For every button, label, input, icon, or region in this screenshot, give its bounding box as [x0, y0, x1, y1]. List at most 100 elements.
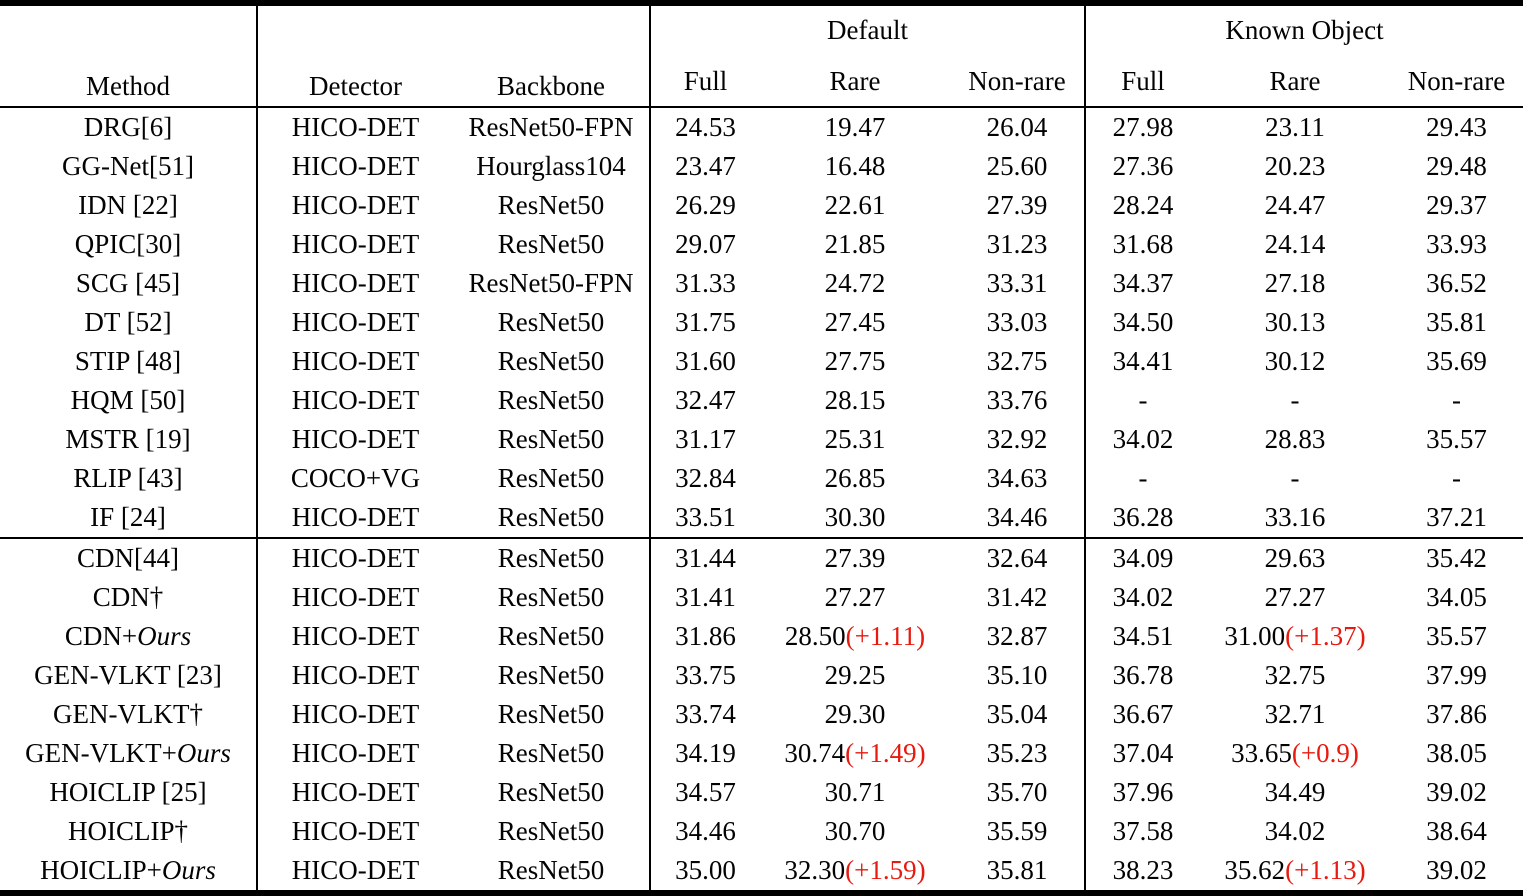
known-rare-cell: 35.62(+1.13) — [1224, 855, 1366, 885]
table-row: DT [52] HICO-DET ResNet50 31.75 27.45 33.03 34… — [0, 303, 1523, 342]
default-full-cell: 31.44 — [649, 538, 760, 578]
known-rare-cell: 28.83 — [1264, 424, 1326, 454]
default-full-cell: 31.60 — [649, 342, 760, 381]
default-nonrare-cell: 32.75 — [986, 346, 1048, 376]
default-full-cell: 31.33 — [649, 264, 760, 303]
known-full-cell: - — [1084, 381, 1200, 420]
detector-cell: HICO-DET — [256, 773, 453, 812]
method-cell: QPIC[30] — [74, 229, 182, 259]
backbone-cell: Hourglass104 — [476, 151, 626, 181]
ours-label: Ours — [137, 621, 192, 651]
backbone-cell: ResNet50 — [497, 229, 605, 259]
backbone-cell: ResNet50 — [497, 424, 605, 454]
detector-cell: HICO-DET — [256, 498, 453, 538]
default-nonrare-cell: 27.39 — [986, 190, 1048, 220]
detector-cell: HICO-DET — [256, 225, 453, 264]
col-group-known-object: Known Object — [1083, 3, 1523, 50]
table-row: GEN-VLKT [23] HICO-DET ResNet50 33.75 29.25 3… — [0, 656, 1523, 695]
backbone-cell: ResNet50 — [497, 190, 605, 220]
known-nonrare-cell: 39.02 — [1426, 855, 1487, 885]
detector-cell: HICO-DET — [256, 381, 453, 420]
known-nonrare-cell: 37.86 — [1426, 699, 1487, 729]
table-row: IF [24] HICO-DET ResNet50 33.51 30.30 34.46 36… — [0, 498, 1523, 538]
method-cell: GEN-VLKT† — [53, 699, 203, 729]
detector-cell: HICO-DET — [256, 186, 453, 225]
known-full-cell: 31.68 — [1084, 225, 1200, 264]
default-full-cell: 29.07 — [649, 225, 760, 264]
table-row: CDN[44] HICO-DET ResNet50 31.44 27.39 32.64 34… — [0, 538, 1523, 578]
known-rare-cell: 33.16 — [1264, 502, 1326, 532]
method-cell: DT [52] — [84, 307, 172, 337]
header-sub-row: Full Rare Non-rare Full Rare Non-rare — [0, 50, 1523, 107]
known-nonrare-cell: 29.43 — [1426, 112, 1487, 142]
backbone-cell: ResNet50 — [497, 816, 605, 846]
backbone-cell: ResNet50 — [497, 621, 605, 651]
method-cell: IF [24] — [90, 502, 166, 532]
table-row: STIP [48] HICO-DET ResNet50 31.60 27.75 32.75… — [0, 342, 1523, 381]
known-rare-cell: 24.14 — [1264, 229, 1326, 259]
known-nonrare-cell: 35.57 — [1426, 424, 1487, 454]
col-header-known-rare: Rare — [1269, 66, 1321, 96]
known-nonrare-cell: 39.02 — [1426, 777, 1487, 807]
col-header-detector: Detector — [256, 3, 453, 107]
method-cell: GG-Net[51] — [62, 151, 194, 181]
detector-cell: HICO-DET — [256, 264, 453, 303]
table-row: HOICLIP+Ours HICO-DET ResNet50 35.00 32.30(+… — [0, 851, 1523, 893]
known-rare-cell: 31.00(+1.37) — [1224, 621, 1366, 651]
default-full-cell: 33.75 — [649, 656, 760, 695]
method-cell: HOICLIP+Ours — [40, 855, 216, 885]
detector-cell: HICO-DET — [256, 734, 453, 773]
known-full-cell: 34.02 — [1084, 578, 1200, 617]
method-cell: SCG [45] — [75, 268, 181, 298]
detector-cell: HICO-DET — [256, 538, 453, 578]
default-rare-cell: 27.45 — [824, 307, 886, 337]
known-nonrare-cell: 34.05 — [1426, 582, 1487, 612]
detector-cell: HICO-DET — [256, 342, 453, 381]
default-nonrare-cell: 26.04 — [986, 112, 1048, 142]
table-row: HQM [50] HICO-DET ResNet50 32.47 28.15 33.76 -… — [0, 381, 1523, 420]
table-row: RLIP [43] COCO+VG ResNet50 32.84 26.85 34.63 -… — [0, 459, 1523, 498]
known-nonrare-cell: 35.42 — [1426, 543, 1487, 573]
improvement-delta: (+0.9) — [1291, 738, 1359, 768]
table-row: CDN+Ours HICO-DET ResNet50 31.86 28.50(+1.11… — [0, 617, 1523, 656]
table-row: CDN† HICO-DET ResNet50 31.41 27.27 31.42 34.02… — [0, 578, 1523, 617]
detector-cell: HICO-DET — [256, 107, 453, 147]
known-full-cell: 27.98 — [1084, 107, 1200, 147]
default-rare-cell: 27.39 — [824, 543, 886, 573]
table-row: HOICLIP [25] HICO-DET ResNet50 34.57 30.71 35… — [0, 773, 1523, 812]
known-rare-cell: 32.75 — [1264, 660, 1326, 690]
method-cell: MSTR [19] — [65, 424, 191, 454]
default-rare-cell: 19.47 — [824, 112, 886, 142]
default-full-cell: 23.47 — [649, 147, 760, 186]
default-full-cell: 34.57 — [649, 773, 760, 812]
known-nonrare-cell: 35.69 — [1426, 346, 1487, 376]
default-rare-cell: 27.75 — [824, 346, 886, 376]
default-nonrare-cell: 33.03 — [986, 307, 1048, 337]
table-row: IDN [22] HICO-DET ResNet50 26.29 22.61 27.39 2… — [0, 186, 1523, 225]
known-rare-cell: 29.63 — [1264, 543, 1326, 573]
known-rare-cell: 34.49 — [1264, 777, 1326, 807]
known-full-cell: 38.23 — [1084, 851, 1200, 893]
backbone-cell: ResNet50 — [497, 660, 605, 690]
known-nonrare-cell: 38.64 — [1426, 816, 1487, 846]
default-rare-cell: 27.27 — [824, 582, 886, 612]
detector-cell: HICO-DET — [256, 420, 453, 459]
known-full-cell: 37.04 — [1084, 734, 1200, 773]
known-full-cell: 28.24 — [1084, 186, 1200, 225]
col-header-method: Method — [86, 71, 170, 101]
method-cell: HQM [50] — [70, 385, 186, 415]
known-nonrare-cell: 37.21 — [1426, 502, 1487, 532]
default-nonrare-cell: 35.59 — [986, 816, 1048, 846]
table-row: GG-Net[51] HICO-DET Hourglass104 23.47 16.48… — [0, 147, 1523, 186]
known-nonrare-cell: 38.05 — [1426, 738, 1487, 768]
method-cell: GEN-VLKT+Ours — [25, 738, 231, 768]
default-rare-cell: 29.30 — [824, 699, 886, 729]
default-rare-cell: 22.61 — [824, 190, 886, 220]
known-rare-cell: 33.65(+0.9) — [1231, 738, 1359, 768]
method-cell: CDN† — [92, 582, 164, 612]
default-nonrare-cell: 35.70 — [986, 777, 1048, 807]
known-rare-cell: 32.71 — [1264, 699, 1326, 729]
known-rare-cell: 30.13 — [1264, 307, 1326, 337]
known-nonrare-cell: 29.37 — [1426, 190, 1487, 220]
